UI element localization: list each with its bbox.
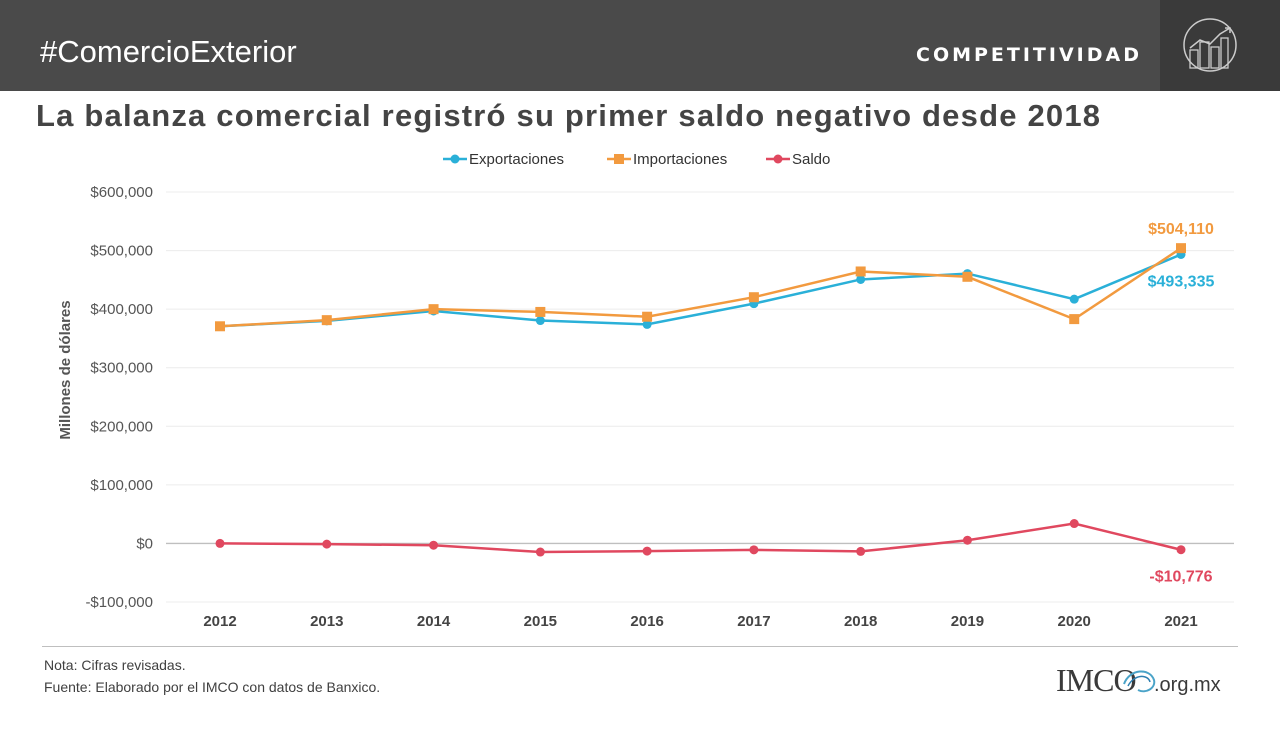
- x-tick-label: 2021: [1164, 613, 1197, 630]
- y-tick-label: $200,000: [90, 418, 153, 435]
- legend-label: Exportaciones: [469, 151, 564, 168]
- legend-marker: [614, 154, 624, 164]
- legend-label: Saldo: [792, 151, 830, 168]
- data-point: [1069, 294, 1079, 304]
- data-point: [1069, 314, 1080, 325]
- data-point: [535, 316, 545, 326]
- data-point: [1069, 519, 1079, 529]
- data-label: -$10,776: [1149, 569, 1212, 586]
- competitividad-logo: [1160, 0, 1280, 91]
- y-tick-label: $500,000: [90, 243, 153, 260]
- y-tick-label: -$100,000: [85, 594, 153, 611]
- buildings-chart-icon: [1183, 18, 1237, 72]
- legend-marker: [450, 154, 460, 164]
- x-tick-label: 2012: [203, 613, 236, 630]
- footer-divider: [42, 646, 1238, 647]
- data-point: [215, 321, 225, 332]
- data-point: [322, 539, 332, 549]
- x-tick-label: 2019: [951, 613, 984, 630]
- x-tick-label: 2020: [1058, 613, 1091, 630]
- legend-label: Importaciones: [633, 151, 727, 168]
- y-axis-label: Millones de dólares: [57, 300, 74, 439]
- y-tick-label: $400,000: [90, 301, 153, 318]
- data-point: [1176, 545, 1186, 555]
- data-point: [748, 292, 759, 303]
- data-point: [962, 271, 973, 282]
- y-tick-label: $100,000: [90, 477, 153, 494]
- footer-source: Fuente: Elaborado por el IMCO con datos …: [44, 679, 381, 695]
- legend-marker: [773, 154, 783, 164]
- x-tick-label: 2017: [737, 613, 770, 630]
- data-label: $504,110: [1148, 221, 1214, 238]
- data-point: [429, 540, 439, 550]
- brand-label: COMPETITIVIDAD: [916, 44, 1142, 66]
- chart-title: La balanza comercial registró su primer …: [36, 98, 1102, 133]
- data-point: [535, 547, 545, 557]
- data-point: [642, 319, 652, 329]
- data-point: [855, 266, 866, 277]
- imco-swirl-icon: [1123, 670, 1156, 693]
- x-tick-label: 2016: [630, 613, 663, 630]
- header-bar: #ComercioExterior COMPETITIVIDAD: [0, 0, 1280, 91]
- line-chart: -$100,000 $0 $100,000 $200,000 $300,000 $400,…: [57, 151, 1234, 630]
- data-point: [749, 545, 759, 555]
- data-point: [856, 274, 866, 284]
- data-point: [215, 538, 225, 548]
- data-label: $493,335: [1148, 273, 1215, 290]
- data-point: [856, 546, 866, 556]
- imco-logo: IMCO .org.mx: [1056, 662, 1221, 702]
- data-point: [642, 311, 653, 322]
- data-point: [428, 304, 439, 315]
- imco-logo-url: .org.mx: [1154, 674, 1221, 696]
- series-line-saldo: [219, 522, 1182, 554]
- series-line-importaciones: [219, 247, 1182, 328]
- y-tick-label: $300,000: [90, 360, 153, 377]
- x-tick-label: 2013: [310, 613, 343, 630]
- x-tick-label: 2015: [524, 613, 557, 630]
- data-point: [642, 546, 652, 556]
- imco-logo-text: IMCO: [1056, 662, 1137, 698]
- footer-note: Nota: Cifras revisadas.: [44, 657, 186, 673]
- x-tick-label: 2014: [417, 613, 451, 630]
- y-tick-label: $0: [136, 535, 153, 552]
- y-tick-label: $600,000: [90, 184, 153, 201]
- data-point: [535, 306, 546, 317]
- x-tick-label: 2018: [844, 613, 877, 630]
- data-point: [962, 535, 972, 545]
- data-point: [1176, 243, 1186, 254]
- data-point: [321, 315, 332, 326]
- hashtag-title: #ComercioExterior: [40, 34, 297, 69]
